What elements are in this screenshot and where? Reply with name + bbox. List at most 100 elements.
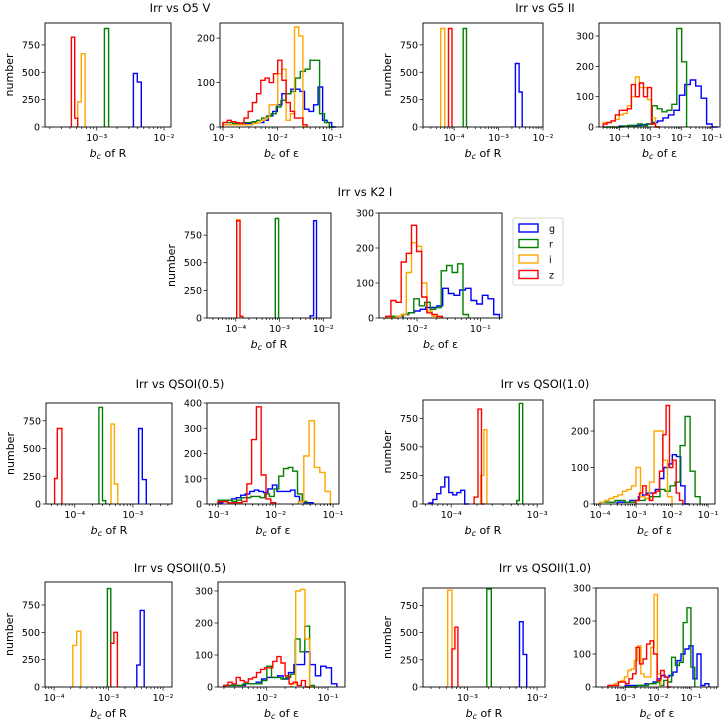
histogram-g — [309, 220, 318, 318]
x-tick-label: 10⁻⁴ — [64, 510, 85, 521]
axes-frame — [422, 587, 546, 688]
x-axis-label: bc of ε — [256, 524, 291, 538]
histogram-i — [290, 588, 315, 688]
y-tick-label: 500 — [23, 444, 41, 455]
y-tick-label: 750 — [400, 601, 418, 612]
legend-frame — [512, 217, 564, 286]
y-tick-label: 250 — [400, 95, 418, 106]
histogram-z — [385, 224, 443, 318]
x-tick-label: 10⁻¹ — [317, 693, 338, 704]
histogram-z — [635, 404, 684, 504]
legend-swatch-r — [518, 238, 539, 249]
x-label-subscript: c — [271, 152, 276, 161]
panel-eps-13: 10⁻³ 10⁻² 10⁻¹ 0 100 200 300 bc of ε — [573, 584, 719, 721]
y-tick-label: 250 — [23, 472, 41, 483]
x-tick-label: 10⁻² — [267, 133, 288, 144]
histogram-r — [599, 415, 701, 504]
x-tick-label: 10⁻³ — [615, 693, 636, 704]
histogram-i — [110, 423, 119, 504]
legend-swatch-g — [518, 223, 539, 233]
x-tick-label: 10⁻² — [265, 510, 286, 521]
histogram-r — [462, 27, 468, 127]
x-label-text: of ε — [648, 524, 672, 537]
histogram-g — [518, 621, 528, 687]
histogram-z — [53, 427, 63, 504]
x-tick-label: 10⁻³ — [122, 510, 143, 521]
panel-eps-11: 10⁻² 10⁻¹ 0 100 200 300 bc of ε — [195, 581, 346, 721]
x-label-subscript: c — [473, 712, 478, 721]
x-label-variable: b — [251, 338, 258, 351]
x-label-subscript: c — [647, 712, 652, 721]
histogram-z — [223, 655, 310, 688]
panel-R-4: 10⁻⁴ 10⁻³ 10⁻² 0 250 500 750 bc of R number — [165, 212, 334, 352]
x-axis-label: bc of ε — [423, 338, 458, 352]
x-label-variable: b — [90, 147, 97, 160]
y-tick-label: 750 — [22, 600, 40, 611]
x-label-variable: b — [264, 707, 271, 720]
legend-label: z — [549, 271, 554, 282]
x-label-text: of R — [476, 147, 502, 160]
panel-eps-9: 10⁻⁴ 10⁻³ 10⁻² 10⁻¹ 0 100 200 bc of ε — [571, 399, 719, 538]
x-axis-label: bc of ε — [264, 147, 299, 161]
legend-label: g — [549, 224, 555, 235]
x-tick-label: 10⁻¹ — [321, 133, 342, 144]
histogram-r — [223, 625, 316, 687]
x-tick-label: 10⁻² — [662, 510, 683, 521]
x-label-variable: b — [642, 147, 649, 160]
y-axis-label: number — [381, 430, 394, 473]
y-tick-label: 250 — [22, 655, 40, 666]
histogram-g — [217, 484, 314, 504]
histogram-r — [274, 217, 280, 318]
x-tick-label: 10⁻³ — [269, 324, 290, 335]
subplot-title: Irr vs QSOI(0.5) — [136, 377, 225, 391]
x-label-subscript: c — [97, 152, 102, 161]
y-tick-label: 300 — [356, 209, 374, 220]
x-label-subscript: c — [271, 712, 276, 721]
x-tick-label: 10⁻¹ — [681, 693, 702, 704]
x-label-text: of R — [102, 524, 128, 537]
histogram-z — [607, 640, 672, 688]
x-tick-label: 10⁻² — [671, 133, 692, 144]
axes-frame — [206, 212, 332, 319]
legend-swatch-i — [518, 254, 539, 264]
x-tick-label: 10⁻³ — [527, 510, 548, 521]
y-tick-label: 100 — [356, 279, 374, 290]
x-label-variable: b — [90, 707, 97, 720]
x-label-text: of ε — [434, 338, 458, 351]
x-label-text: of ε — [653, 147, 677, 160]
histogram-i — [72, 630, 82, 687]
y-tick-label: 0 — [209, 123, 215, 134]
axes-frame — [219, 22, 344, 128]
axes-frame — [595, 587, 719, 688]
y-tick-label: 200 — [195, 618, 213, 629]
panel-R-2: 10⁻⁴ 10⁻³ 10⁻² 0 250 500 750 bc of R number — [381, 22, 554, 161]
panel-eps-5: 10⁻² 10⁻¹ 0 100 200 300 bc of ε — [356, 209, 503, 352]
x-tick-label: 10⁻¹ — [470, 324, 491, 335]
panel-R-8: 10⁻⁴ 10⁻³ 0 250 500 750 bc of R number — [381, 399, 548, 538]
y-tick-label: 400 — [184, 399, 202, 410]
x-axis-label: bc of ε — [264, 707, 299, 721]
x-label-subscript: c — [649, 152, 654, 161]
y-tick-label: 500 — [400, 442, 418, 453]
x-label-text: of ε — [651, 707, 675, 720]
y-tick-label: 500 — [22, 68, 40, 79]
y-tick-label: 750 — [400, 40, 418, 51]
x-tick-label: 10⁻⁴ — [444, 133, 465, 144]
histogram-i — [479, 429, 488, 504]
y-tick-label: 200 — [197, 34, 215, 45]
histogram-z — [447, 27, 453, 127]
y-tick-label: 0 — [196, 500, 202, 511]
y-tick-label: 0 — [583, 500, 589, 511]
y-axis-label: number — [381, 53, 394, 96]
panel-eps-7: 10⁻³ 10⁻² 10⁻¹ 0 100 200 300 400 bc of ε — [184, 399, 344, 539]
x-label-variable: b — [256, 524, 263, 537]
x-tick-label: 10⁻³ — [213, 133, 234, 144]
x-tick-label: 10⁻³ — [640, 133, 661, 144]
x-label-text: of ε — [275, 147, 299, 160]
y-tick-label: 0 — [34, 123, 40, 134]
y-tick-label: 750 — [184, 231, 202, 242]
panel-R-0: 10⁻³ 10⁻² 0 250 500 750 bc of R number — [3, 22, 175, 161]
subplot-title: Irr vs O5 V — [150, 1, 211, 15]
x-label-text: of R — [262, 338, 288, 351]
